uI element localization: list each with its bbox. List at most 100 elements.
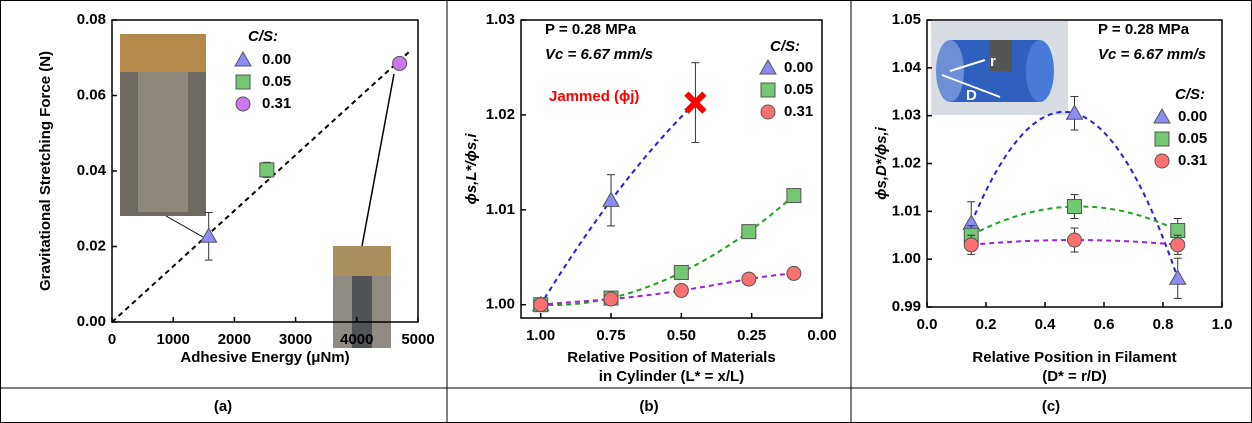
- marker-square: [1154, 131, 1170, 147]
- legend-label: 0.05: [262, 73, 291, 90]
- marker-circle: [786, 265, 802, 281]
- x-axis-label: Relative Position in Filament: [972, 349, 1176, 366]
- y-tick-label: 1.01: [486, 201, 515, 218]
- x-tick-label: 3000: [279, 331, 312, 348]
- x-tick-label: 1.0: [1212, 316, 1233, 333]
- legend-title: C/S:: [248, 28, 278, 45]
- x-axis-label: (D* = r/D): [1042, 368, 1107, 385]
- legend-label: 0.00: [784, 59, 813, 76]
- inset-label: r: [990, 53, 996, 70]
- marker-triangle: [602, 191, 620, 207]
- connector: [165, 215, 204, 238]
- x-axis-label: Adhesive Energy (μNm): [180, 349, 349, 366]
- annotation: P = 0.28 MPa: [545, 21, 637, 38]
- panel-caption: (b): [639, 398, 658, 415]
- x-tick-label: 4000: [340, 331, 373, 348]
- y-tick-label: 0.08: [77, 11, 106, 28]
- marker-triangle: [199, 227, 218, 243]
- photo-inset: [333, 246, 391, 348]
- y-tick-label: 0.00: [77, 313, 106, 330]
- marker-circle: [1170, 237, 1186, 253]
- connector: [361, 73, 395, 247]
- x-tick-label: 0.25: [737, 327, 766, 344]
- y-tick-label: 0.06: [77, 86, 106, 103]
- fit-curve: [540, 194, 795, 307]
- y-axis-label: ϕs,D*/ϕs,i: [873, 126, 890, 200]
- marker-circle: [392, 55, 408, 71]
- marker-triangle: [234, 50, 252, 67]
- x-tick-label: 0.6: [1094, 316, 1115, 333]
- y-tick-label: 0.02: [77, 237, 106, 254]
- trend-line: [111, 51, 410, 323]
- y-tick-label: 1.00: [892, 250, 921, 267]
- y-tick-label: 1.02: [892, 154, 921, 171]
- legend-label: 0.05: [784, 81, 813, 98]
- legend-title: C/S:: [770, 38, 800, 55]
- marker-square: [1067, 199, 1082, 215]
- x-tick-label: 0.75: [596, 327, 625, 344]
- marker-triangle: [1065, 104, 1084, 120]
- marker-square: [259, 162, 275, 178]
- x-tick-label: 0.8: [1153, 316, 1174, 333]
- x-tick-label: 1.00: [526, 327, 555, 344]
- marker-circle: [533, 297, 549, 313]
- legend-label: 0.00: [262, 51, 291, 68]
- marker-circle: [760, 104, 776, 120]
- marker-square: [786, 188, 802, 204]
- x-axis-label: Relative Position of Materials: [567, 349, 775, 366]
- y-tick-label: 1.03: [892, 107, 921, 124]
- x-tick-label: 0.2: [976, 316, 997, 333]
- fit-curve: [539, 101, 697, 306]
- jammed-marker: [684, 91, 707, 114]
- x-tick-label: 1000: [157, 331, 190, 348]
- y-tick-label: 1.03: [486, 11, 515, 28]
- x-tick-label: 0.00: [807, 327, 836, 344]
- photo-inset: [120, 34, 206, 216]
- legend-title: C/S:: [1175, 86, 1205, 103]
- legend-label: 0.05: [1178, 130, 1207, 147]
- marker-circle: [741, 271, 757, 287]
- panel-caption: (c): [1042, 398, 1060, 415]
- marker-circle: [1067, 232, 1082, 248]
- y-tick-label: 1.04: [892, 59, 922, 76]
- marker-triangle: [759, 58, 777, 75]
- y-axis-label: ϕs,L*/ϕs,i: [463, 133, 480, 205]
- annotation: Vc = 6.67 mm/s: [1098, 46, 1206, 63]
- jammed-label: Jammed (ϕj): [549, 88, 639, 105]
- marker-triangle: [1153, 107, 1171, 124]
- y-tick-label: 0.99: [892, 298, 921, 315]
- y-tick-label: 1.02: [486, 106, 515, 123]
- marker-square: [235, 74, 251, 90]
- legend-label: 0.31: [262, 95, 291, 112]
- annotation: P = 0.28 MPa: [1098, 21, 1190, 38]
- cylinder-inset: [931, 21, 1068, 115]
- y-tick-label: 0.04: [77, 162, 107, 179]
- x-tick-label: 5000: [401, 331, 434, 348]
- y-tick-label: 1.01: [892, 202, 921, 219]
- plot-frame: [520, 19, 823, 319]
- inset-label: D: [966, 87, 977, 104]
- x-tick-label: 0.4: [1035, 316, 1057, 333]
- marker-triangle: [1168, 269, 1187, 285]
- legend-label: 0.00: [1178, 108, 1207, 125]
- legend-label: 0.31: [1178, 152, 1207, 169]
- x-axis-label: in Cylinder (L* = x/L): [599, 368, 744, 385]
- marker-circle: [673, 282, 689, 298]
- panel-caption: (a): [214, 398, 232, 415]
- marker-circle: [603, 291, 619, 307]
- marker-square: [673, 264, 689, 280]
- fit-curve: [540, 272, 794, 306]
- marker-circle: [1154, 153, 1170, 169]
- y-tick-label: 1.00: [486, 296, 515, 313]
- x-tick-label: 0: [108, 331, 116, 348]
- marker-square: [760, 82, 776, 98]
- marker-circle: [963, 237, 979, 253]
- marker-circle: [235, 96, 251, 112]
- x-tick-label: 0.0: [917, 316, 938, 333]
- y-axis-label: Gravitational Stretching Force (N): [37, 51, 54, 291]
- x-tick-label: 2000: [218, 331, 251, 348]
- legend-label: 0.31: [784, 103, 813, 120]
- annotation: Vc = 6.67 mm/s: [545, 46, 653, 63]
- y-tick-label: 1.05: [892, 11, 921, 28]
